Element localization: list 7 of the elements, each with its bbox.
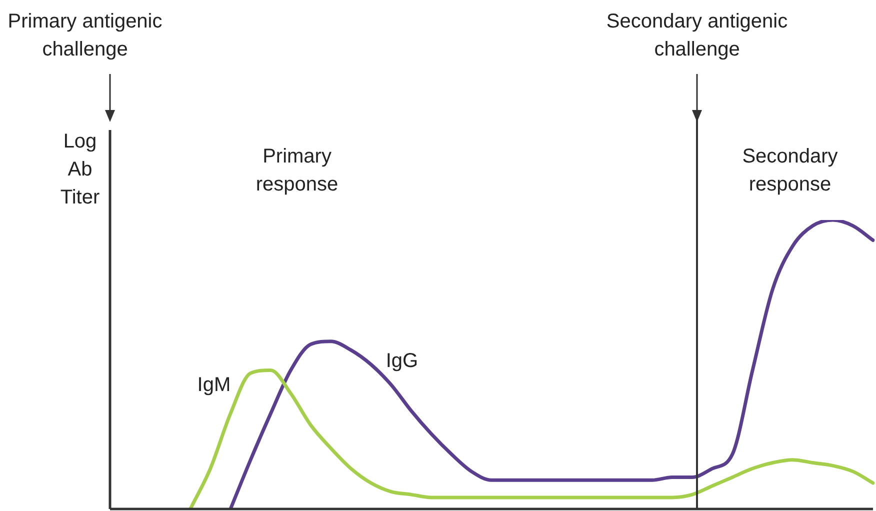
text: Primary antigenic challenge <box>8 10 162 61</box>
text: Secondary antigenic challenge <box>606 10 788 61</box>
text: Primary response <box>256 146 338 196</box>
text: Secondary response <box>742 146 838 196</box>
series-label: IgG <box>386 350 418 372</box>
series-label: IgM <box>197 374 231 396</box>
y-axis-title: Log Ab Titer <box>60 130 100 209</box>
